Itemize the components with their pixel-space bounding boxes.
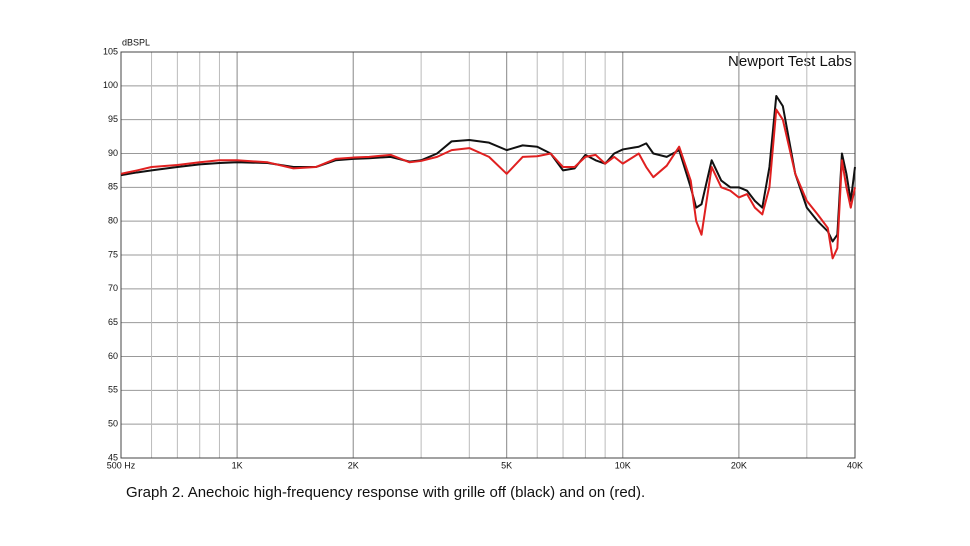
- x-tick-label: 40K: [847, 460, 863, 470]
- y-tick-label: 85: [108, 182, 118, 192]
- y-tick-label: 60: [108, 351, 118, 361]
- caption: Graph 2. Anechoic high-frequency respons…: [126, 484, 645, 501]
- plot-frame: [120, 51, 856, 459]
- x-tick-label: 2K: [348, 460, 359, 470]
- y-tick-label: 105: [103, 46, 118, 56]
- x-tick-label: 10K: [615, 460, 631, 470]
- x-tick-label: 1K: [232, 460, 243, 470]
- y-tick-label: 45: [108, 452, 118, 462]
- y-tick-label: 90: [108, 148, 118, 158]
- y-axis-label: dBSPL: [122, 37, 150, 47]
- y-tick-label: 75: [108, 249, 118, 259]
- y-tick-label: 95: [108, 114, 118, 124]
- x-tick-label: 5K: [501, 460, 512, 470]
- x-tick-label: 20K: [731, 460, 747, 470]
- y-tick-label: 70: [108, 283, 118, 293]
- y-tick-label: 65: [108, 317, 118, 327]
- annotation: Newport Test Labs: [728, 53, 852, 70]
- x-tick-label: 500 Hz: [107, 460, 136, 470]
- y-tick-label: 50: [108, 419, 118, 429]
- y-tick-label: 55: [108, 385, 118, 395]
- response-line: [120, 108, 856, 260]
- response-line: [120, 94, 856, 243]
- y-tick-label: 100: [103, 80, 118, 90]
- y-tick-label: 80: [108, 216, 118, 226]
